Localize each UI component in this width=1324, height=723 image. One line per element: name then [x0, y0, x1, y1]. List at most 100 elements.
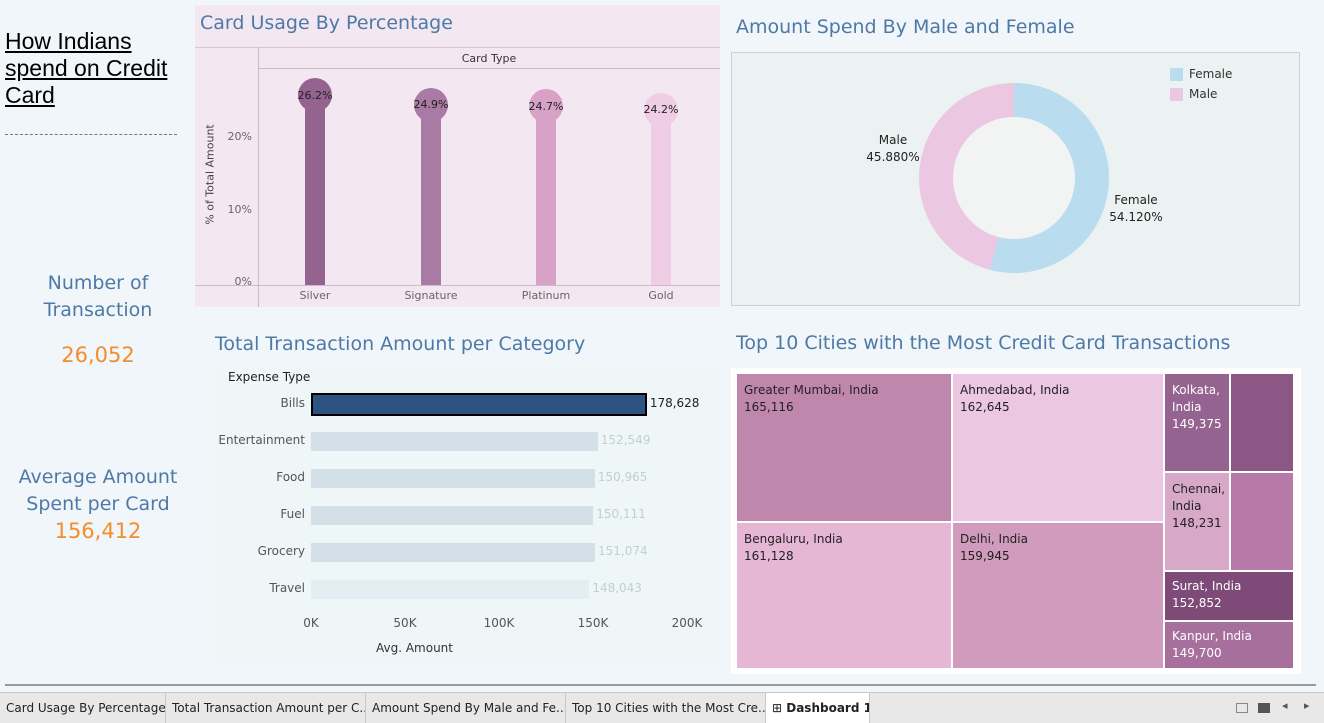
city-name: Chennai, India [1172, 482, 1226, 513]
treemap-cell: Greater Mumbai, India 165,116 [736, 373, 952, 522]
expense-type-header: Expense Type [228, 370, 311, 384]
treemap-cell: Surat, India 152,852 [1164, 571, 1294, 621]
category-value: 151,074 [598, 544, 648, 558]
card-usage-title: Card Usage By Percentage [200, 12, 453, 34]
city-value: 149,375 [1172, 417, 1222, 431]
city-name: Ahmedabad, India [960, 383, 1070, 397]
female-value: 54.120% [1109, 210, 1163, 224]
category-value: 152,549 [600, 433, 651, 447]
card-category-label: Gold [648, 289, 674, 302]
card-category-label: Signature [404, 289, 458, 302]
card-bar [651, 109, 671, 285]
treemap-cell: Bengaluru, India 161,128 [736, 522, 952, 669]
tab-card-usage[interactable]: Card Usage By Percentage [0, 693, 166, 723]
category-value: 150,111 [596, 507, 646, 521]
transactions-label: Number of Transaction [43, 272, 153, 321]
city-value: 162,645 [960, 400, 1010, 414]
donut-hole [953, 117, 1075, 239]
female-label: Female [1114, 193, 1158, 207]
card-category-label: Platinum [521, 289, 571, 302]
gender-title: Amount Spend By Male and Female [736, 16, 1075, 38]
category-label: Fuel [280, 507, 305, 521]
city-name: Bengaluru, India [744, 532, 843, 546]
category-value: 178,628 [649, 396, 700, 410]
category-xtick: 100K [483, 616, 515, 630]
category-value: 150,965 [597, 470, 648, 484]
city-value: 149,700 [1172, 646, 1222, 660]
city-name: Greater Mumbai, India [744, 383, 879, 397]
card-type-rule [258, 68, 720, 69]
city-value: 165,116 [744, 400, 794, 414]
category-bar [311, 543, 596, 562]
card-usage-axis-line [258, 47, 259, 307]
city-value: 159,945 [960, 549, 1010, 563]
card-bar [536, 106, 556, 285]
category-xtick: 150K [577, 616, 609, 630]
tab-top-cities[interactable]: Top 10 Cities with the Most Cre... [566, 693, 766, 723]
category-label: Bills [280, 396, 306, 410]
card-bar-label: 24.2% [644, 92, 678, 127]
card-ytick: 10% [227, 202, 252, 216]
card-ytick: 20% [227, 130, 252, 144]
category-label: Entertainment [218, 433, 305, 447]
category-bar [311, 432, 598, 451]
card-bar [305, 95, 325, 285]
city-value: 152,852 [1172, 596, 1222, 610]
tab-amount-spend[interactable]: Amount Spend By Male and Fe... [366, 693, 566, 723]
legend-label: Female [1189, 67, 1233, 81]
category-label: Travel [269, 581, 305, 595]
city-name: Delhi, India [960, 532, 1028, 546]
category-bar [311, 469, 595, 488]
tab-total-transaction[interactable]: Total Transaction Amount per C... [166, 693, 366, 723]
treemap-cell: Kolkata, India 149,375 [1164, 373, 1230, 472]
avg-amount-label: Average Amount Spent per Card [18, 466, 178, 515]
category-bar [311, 506, 594, 525]
treemap-cell [1230, 472, 1294, 571]
card-usage-panel [195, 5, 720, 307]
city-name: Kanpur, India [1172, 629, 1252, 643]
avg-amount-value: 156,412 [54, 519, 142, 543]
legend-swatch [1170, 88, 1183, 101]
dashboard-bottom-rule [5, 684, 1316, 686]
category-title: Total Transaction Amount per Category [215, 333, 586, 355]
male-value: 45.880% [866, 150, 920, 164]
treemap-cell: Kanpur, India 149,700 [1164, 621, 1294, 669]
prev-sheet-icon[interactable]: ◂ [1282, 699, 1288, 712]
city-name: Kolkata, India [1172, 383, 1220, 414]
category-label: Grocery [257, 544, 305, 558]
treemap-cell: Ahmedabad, India 162,645 [952, 373, 1164, 522]
card-ytick: 0% [234, 275, 252, 288]
city-value: 161,128 [744, 549, 794, 563]
male-label: Male [878, 133, 908, 147]
grid-view-icon[interactable] [1258, 703, 1270, 713]
category-xtick: 200K [671, 616, 703, 630]
tab-dashboard-1[interactable]: ⊞ Dashboard 1 [766, 693, 870, 723]
card-category-label: Silver [299, 289, 331, 302]
next-sheet-icon[interactable]: ▸ [1304, 699, 1310, 712]
legend-swatch [1170, 68, 1183, 81]
female-annotation: Female 54.120% [1104, 192, 1168, 226]
card-usage-baseline [195, 285, 720, 286]
tab-dashboard-1-label: Dashboard 1 [786, 701, 870, 715]
category-bar [311, 393, 647, 416]
card-type-header: Card Type [461, 52, 517, 65]
category-bar [311, 580, 590, 599]
card-usage-top-rule [195, 47, 720, 48]
treemap-cell: Chennai, India 148,231 [1164, 472, 1230, 571]
category-xtick: 0K [303, 616, 319, 630]
sheet-tab-bar: Card Usage By Percentage Total Transacti… [0, 692, 1324, 723]
dashboard-grid-icon: ⊞ [772, 701, 783, 715]
city-value: 148,231 [1172, 516, 1222, 530]
male-annotation: Male 45.880% [860, 132, 926, 166]
cities-title: Top 10 Cities with the Most Credit Card … [736, 332, 1231, 354]
city-name: Surat, India [1172, 579, 1242, 593]
category-xtick: 50K [393, 616, 417, 630]
legend-label: Male [1189, 87, 1218, 101]
category-xlabel: Avg. Amount [375, 641, 453, 655]
dashboard-title: How Indians spend on Credit Card [5, 28, 168, 108]
card-bar [421, 104, 441, 285]
treemap-cell: Delhi, India 159,945 [952, 522, 1164, 669]
card-bar-label: 24.9% [414, 87, 448, 122]
filmstrip-icon[interactable] [1236, 703, 1248, 713]
gender-donut [919, 83, 1109, 273]
